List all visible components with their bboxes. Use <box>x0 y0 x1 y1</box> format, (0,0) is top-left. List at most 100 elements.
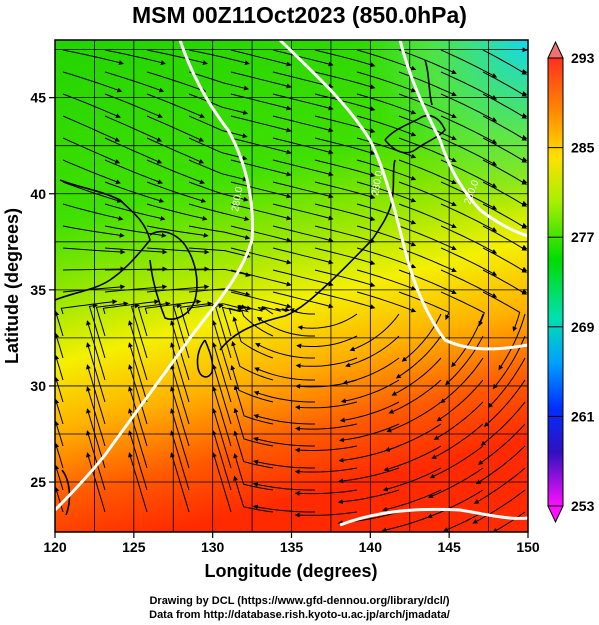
figure-title: MSM 00Z11Oct2023 (850.0hPa) <box>132 2 467 28</box>
streamline <box>295 379 358 389</box>
contour-line-central <box>278 40 528 351</box>
streamline <box>314 93 376 112</box>
y-tick-label: 40 <box>30 186 46 202</box>
streamline <box>188 49 250 66</box>
y-axis: 25 30 35 40 45 <box>30 90 55 490</box>
streamline <box>62 159 121 184</box>
x-tick-label: 145 <box>437 539 461 555</box>
x-tick-label: 130 <box>201 539 225 555</box>
streamline <box>338 445 400 463</box>
streamline <box>440 357 484 404</box>
streamline <box>445 335 484 386</box>
streamline <box>253 436 315 447</box>
streamline <box>188 159 248 182</box>
streamline <box>170 430 190 491</box>
streamline <box>146 266 210 272</box>
streamline <box>170 408 190 469</box>
streamline <box>128 430 148 491</box>
streamline <box>398 115 457 141</box>
streamline <box>477 423 526 465</box>
streamline <box>451 313 484 368</box>
streamline <box>382 489 442 512</box>
streamline <box>272 93 334 111</box>
streamline <box>339 401 400 423</box>
streamline <box>230 203 292 221</box>
streamline <box>55 376 64 403</box>
streamline <box>314 71 376 90</box>
streamline <box>230 364 274 403</box>
streamline <box>482 203 528 229</box>
streamline <box>482 137 528 163</box>
coastline-korea <box>149 230 198 320</box>
streamline <box>483 379 526 427</box>
streamline <box>188 137 248 161</box>
streamline <box>487 357 526 408</box>
streamline <box>482 71 528 97</box>
streamline <box>314 159 376 178</box>
streamline <box>240 305 274 337</box>
y-tick-label: 45 <box>30 90 46 106</box>
streamline <box>62 137 121 164</box>
streamline <box>230 269 292 287</box>
credit-data-source: Data from http://database.rish.kyoto-u.a… <box>149 609 450 621</box>
streamline <box>188 181 249 202</box>
streamline <box>230 159 292 177</box>
streamline <box>356 71 417 93</box>
streamline <box>398 49 457 75</box>
streamline <box>356 159 417 181</box>
streamline <box>233 475 274 513</box>
streamline <box>262 306 291 315</box>
colorbar-tick-label: 261 <box>571 408 595 424</box>
streamline <box>482 93 528 119</box>
streamline <box>55 398 64 425</box>
streamline <box>294 489 358 496</box>
streamline <box>401 313 442 362</box>
streamline <box>128 342 148 403</box>
colorbar-tick-label: 277 <box>571 229 595 245</box>
streamline <box>252 482 315 491</box>
streamline <box>482 115 528 141</box>
streamline <box>314 291 376 310</box>
streamline <box>272 71 334 89</box>
streamline <box>86 386 106 447</box>
streamline <box>482 49 528 75</box>
contour-line-west <box>55 40 255 512</box>
streamline <box>498 313 526 371</box>
streamline <box>255 343 315 359</box>
streamline <box>188 247 251 259</box>
streamline <box>232 316 274 359</box>
y-axis-label: Latitude (degrees) <box>2 208 22 364</box>
streamline <box>104 71 165 93</box>
streamline <box>398 159 457 185</box>
x-axis: 120 125 130 135 140 145 150 <box>43 532 540 555</box>
streamline <box>314 137 376 156</box>
y-tick-label: 25 <box>30 474 46 490</box>
streamline <box>146 137 205 164</box>
streamline <box>440 71 498 100</box>
streamline <box>338 467 400 484</box>
streamline <box>289 308 315 315</box>
streamline <box>482 291 521 332</box>
streamline <box>55 310 64 337</box>
streamline <box>230 115 292 133</box>
streamline <box>62 181 123 203</box>
streamline <box>314 181 376 200</box>
streamline <box>339 423 400 443</box>
streamline <box>482 225 528 251</box>
streamline <box>272 181 334 199</box>
streamline <box>391 357 442 396</box>
streamline <box>482 247 528 273</box>
streamline <box>440 49 498 78</box>
streamline <box>55 420 64 447</box>
streamline <box>62 266 126 272</box>
streamline <box>272 269 334 287</box>
streamline <box>440 269 498 298</box>
streamline <box>356 291 417 313</box>
streamline <box>294 511 358 518</box>
streamline <box>356 93 417 115</box>
streamline <box>356 49 417 71</box>
streamline <box>382 467 442 492</box>
streamline <box>433 401 484 440</box>
coastline-sakhalin <box>424 59 433 106</box>
